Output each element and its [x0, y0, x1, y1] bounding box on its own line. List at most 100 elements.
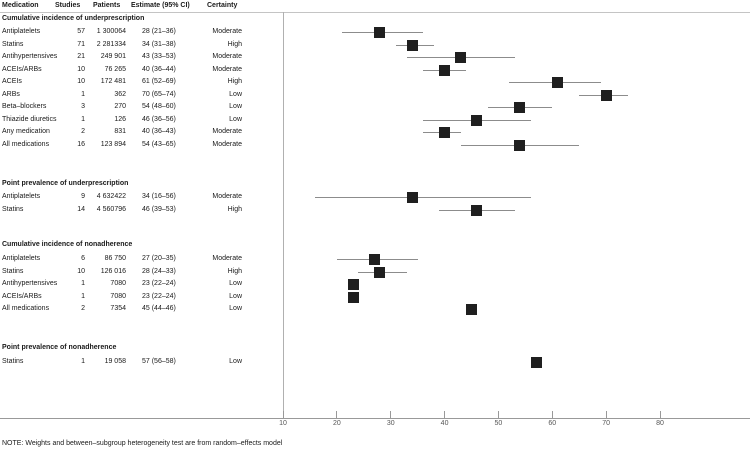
estimate-cell: 40 (36–43)	[142, 128, 176, 136]
table-row: Antiplatelets 6 86 750 27 (20–35) Moderate	[0, 254, 250, 263]
x-axis-tick-label: 10	[279, 420, 287, 427]
table-row: Statins 10 126 016 28 (24–33) High	[0, 267, 250, 276]
estimate-square	[439, 127, 451, 139]
x-axis-tick	[444, 411, 446, 418]
x-axis-tick	[336, 411, 338, 418]
table-row: Antihypertensives 21 249 901 43 (33–53) Mode…	[0, 52, 250, 61]
estimate-cell: 70 (65–74)	[142, 90, 176, 98]
x-axis-tick-label: 40	[440, 420, 449, 427]
estimate-square	[530, 356, 542, 368]
estimate-cell: 45 (44–46)	[142, 305, 176, 313]
x-axis-tick-label: 30	[386, 420, 395, 427]
certainty-cell: Moderate	[212, 255, 242, 263]
estimate-cell: 43 (33–53)	[142, 53, 176, 61]
section-title: Cumulative incidence of nonadherence	[2, 241, 133, 249]
certainty-cell: Moderate	[212, 28, 242, 36]
column-header-medication: Medication	[2, 2, 39, 9]
medication-cell: All medications	[2, 305, 50, 313]
medication-cell: ACEIs/ARBs	[2, 65, 42, 73]
certainty-cell: High	[227, 205, 242, 213]
estimate-square	[347, 291, 359, 303]
estimate-cell: 34 (31–38)	[142, 40, 176, 48]
footnote: NOTE: Weights and between–subgroup heter…	[2, 440, 283, 447]
x-axis-tick	[282, 411, 284, 418]
x-axis-tick	[605, 411, 607, 418]
table-row: Statins 71 2 281334 34 (31–38) High	[0, 40, 250, 49]
patients-cell: 270	[114, 103, 126, 111]
estimate-cell: 40 (36–44)	[142, 65, 176, 73]
patients-cell: 7080	[110, 280, 126, 288]
estimate-cell: 54 (43–65)	[142, 140, 176, 148]
patients-cell: 123 894	[100, 140, 126, 148]
certainty-cell: Moderate	[212, 140, 242, 148]
estimate-square	[369, 254, 381, 266]
estimate-cell: 57 (56–58)	[142, 357, 176, 365]
patients-cell: 19 058	[104, 357, 126, 365]
medication-cell: ACEIs	[2, 78, 22, 86]
patients-cell: 831	[114, 128, 126, 136]
certainty-cell: Moderate	[212, 53, 242, 61]
table-row: Antiplatelets 9 4 632422 34 (16–56) Moderate	[0, 192, 250, 201]
x-axis-tick	[497, 411, 499, 418]
estimate-square	[471, 204, 483, 216]
certainty-cell: Low	[229, 103, 242, 111]
plot-left-border	[283, 11, 284, 418]
studies-cell: 2	[81, 128, 85, 136]
table-row: Thiazide diuretics 1 126 46 (36–56) Low	[0, 115, 250, 124]
patients-cell: 7354	[110, 305, 126, 313]
ci-line	[315, 197, 531, 199]
certainty-cell: High	[227, 40, 242, 48]
certainty-cell: High	[227, 267, 242, 275]
medication-cell: Statins	[2, 40, 24, 48]
patients-cell: 2 281334	[96, 40, 126, 48]
medication-cell: ARBs	[2, 90, 20, 98]
certainty-cell: Low	[229, 280, 242, 288]
section-title: Cumulative incidence of underprescriptio…	[2, 14, 145, 22]
x-axis-tick-label: 80	[656, 420, 664, 427]
estimate-square	[406, 39, 418, 51]
medication-cell: Beta–blockers	[2, 103, 47, 111]
studies-cell: 1	[81, 90, 85, 98]
x-axis-tick	[551, 411, 553, 418]
column-header-certainty: Certainty	[207, 2, 238, 9]
section-title: Point prevalence of nonadherence	[2, 344, 117, 351]
patients-cell: 4 560796	[96, 205, 126, 213]
studies-cell: 10	[77, 267, 85, 275]
estimate-square	[514, 102, 526, 114]
section-title: Point prevalence of underprescription	[2, 179, 129, 187]
x-axis-tick-label: 50	[494, 420, 503, 427]
estimate-cell: 46 (36–56)	[142, 115, 176, 123]
estimate-cell: 23 (22–24)	[142, 292, 176, 300]
studies-cell: 10	[77, 65, 85, 73]
medication-cell: Thiazide diuretics	[2, 115, 57, 123]
certainty-cell: Low	[229, 115, 242, 123]
table-row: Beta–blockers 3 270 54 (48–60) Low	[0, 102, 250, 111]
estimate-square	[439, 64, 451, 76]
x-axis-line	[0, 417, 750, 419]
estimate-cell: 28 (24–33)	[142, 267, 176, 275]
table-row: All medications 2 7354 45 (44–46) Low	[0, 304, 250, 313]
estimate-square	[347, 279, 359, 291]
certainty-cell: Low	[229, 292, 242, 300]
estimate-cell: 23 (22–24)	[142, 280, 176, 288]
patients-cell: 4 632422	[96, 193, 126, 201]
estimate-square	[374, 27, 386, 39]
certainty-cell: Moderate	[212, 128, 242, 136]
studies-cell: 21	[77, 53, 85, 61]
patients-cell: 126 016	[100, 267, 126, 275]
estimate-square	[514, 139, 526, 151]
studies-cell: 3	[81, 103, 85, 111]
patients-cell: 1 300064	[96, 28, 126, 36]
x-axis-tick	[390, 411, 392, 418]
medication-cell: Antihypertensives	[2, 280, 58, 288]
certainty-cell: Moderate	[212, 193, 242, 201]
patients-cell: 76 265	[104, 65, 126, 73]
estimate-square	[374, 266, 386, 278]
certainty-cell: Moderate	[212, 65, 242, 73]
column-header-studies: Studies	[55, 2, 81, 9]
patients-cell: 362	[114, 90, 126, 98]
medication-cell: Statins	[2, 357, 24, 365]
x-axis-tick	[659, 411, 661, 418]
studies-cell: 16	[77, 140, 85, 148]
